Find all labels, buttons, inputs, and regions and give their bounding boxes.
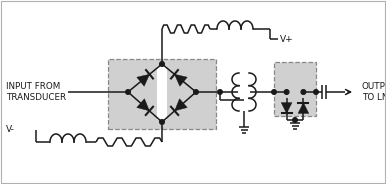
Bar <box>162 59 216 129</box>
Text: OUTPUT
TO LNA: OUTPUT TO LNA <box>362 82 386 102</box>
Circle shape <box>160 120 164 124</box>
Circle shape <box>194 90 198 94</box>
Polygon shape <box>174 99 187 111</box>
Text: V+: V+ <box>280 35 294 43</box>
Polygon shape <box>137 99 149 111</box>
Circle shape <box>293 118 297 122</box>
Bar <box>157 66 167 120</box>
Polygon shape <box>281 103 292 113</box>
Text: V-: V- <box>6 125 15 135</box>
Bar <box>108 59 162 129</box>
Circle shape <box>160 62 164 66</box>
Text: INPUT FROM
TRANSDUCER: INPUT FROM TRANSDUCER <box>6 82 66 102</box>
Circle shape <box>272 90 276 94</box>
Circle shape <box>314 90 318 94</box>
Circle shape <box>301 90 306 94</box>
Bar <box>274 62 316 116</box>
Polygon shape <box>174 74 187 86</box>
Polygon shape <box>137 74 149 86</box>
Circle shape <box>126 90 130 94</box>
Circle shape <box>218 90 222 94</box>
Circle shape <box>284 90 289 94</box>
Polygon shape <box>298 103 309 113</box>
